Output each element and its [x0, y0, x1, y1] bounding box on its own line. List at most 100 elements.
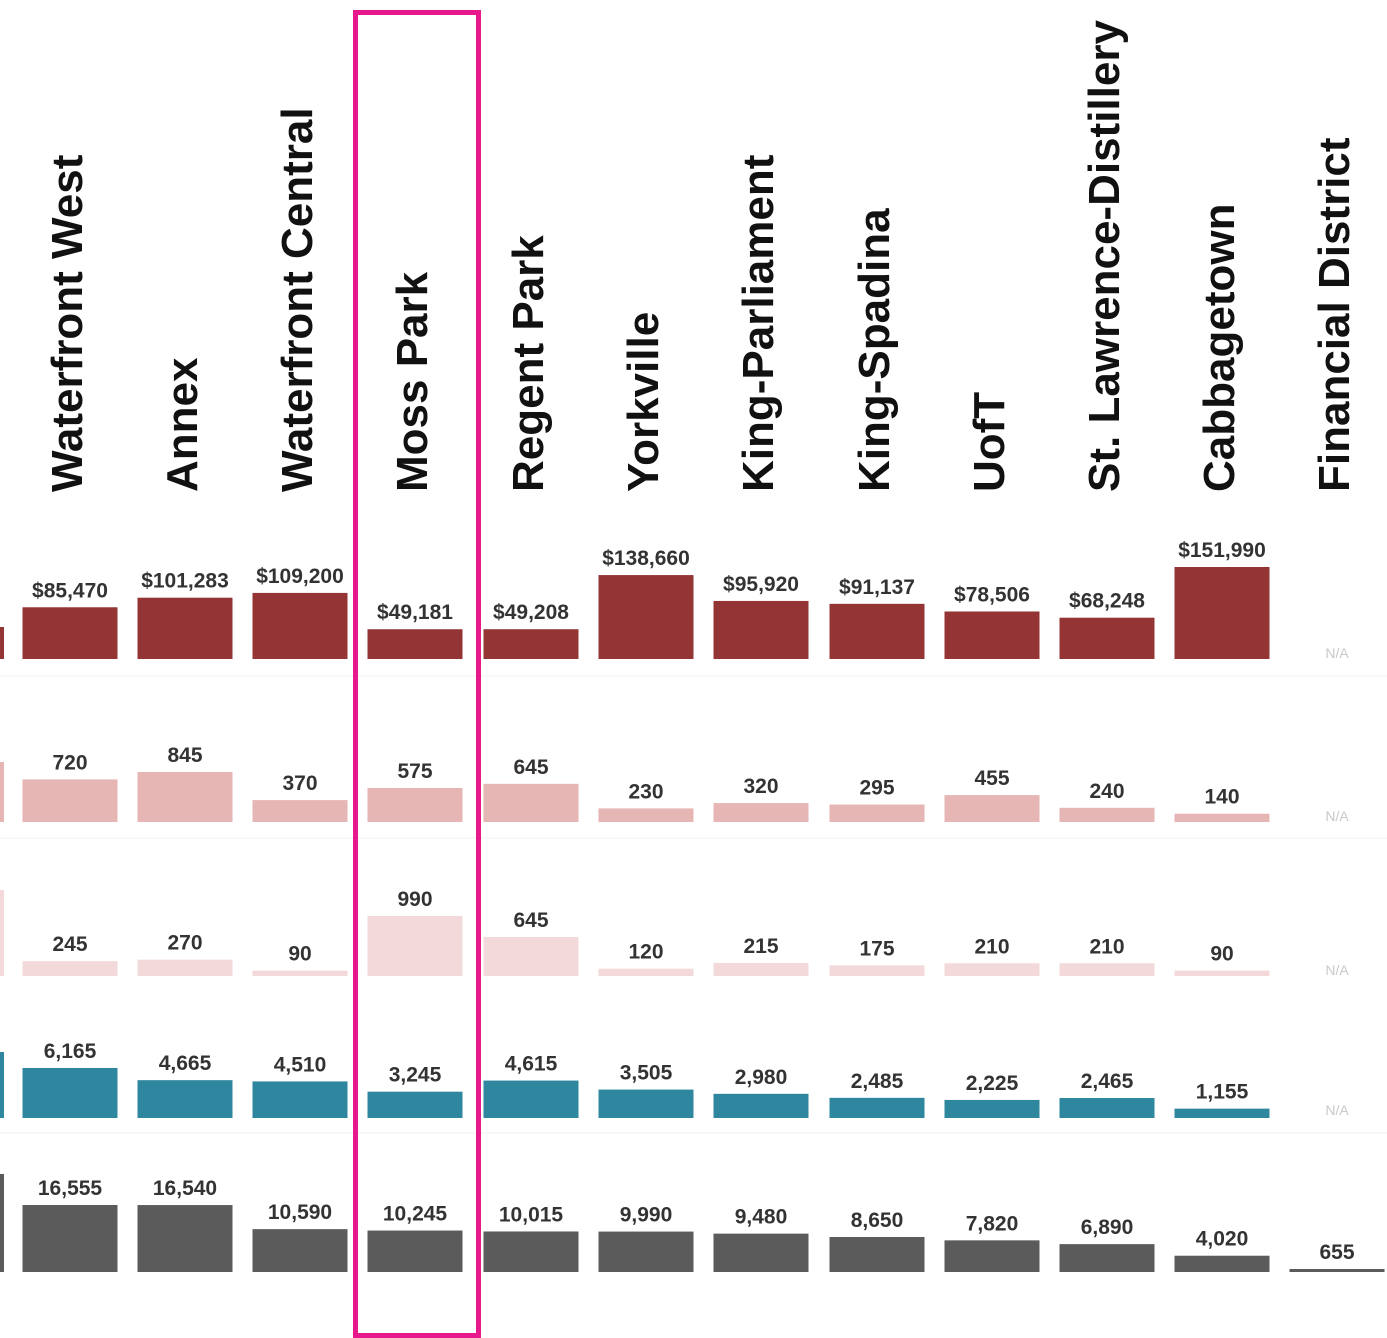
- bar: [252, 1229, 348, 1272]
- value-label: $91,137: [839, 576, 915, 599]
- value-label: 120: [628, 941, 663, 964]
- value-label: 140: [1204, 786, 1239, 809]
- value-label: 175: [859, 937, 894, 960]
- bar: [367, 787, 463, 822]
- bar: [1174, 1108, 1270, 1118]
- partial-bar: [0, 1174, 4, 1272]
- bar: [598, 575, 694, 659]
- bar: [367, 1091, 463, 1118]
- value-label: 645: [513, 756, 548, 779]
- value-label: 10,590: [268, 1201, 332, 1224]
- bar: [598, 968, 694, 976]
- value-label: 4,665: [159, 1052, 212, 1075]
- bar: [1059, 963, 1155, 976]
- value-label: 370: [282, 772, 317, 795]
- bar: [22, 961, 118, 976]
- na-label: N/A: [1325, 808, 1349, 824]
- bar: [713, 962, 809, 976]
- value-label: 210: [974, 935, 1009, 958]
- value-label: 4,615: [505, 1053, 558, 1076]
- bar: [598, 808, 694, 822]
- bar: [829, 965, 925, 976]
- bar: [713, 1093, 809, 1118]
- value-label: $49,181: [377, 601, 453, 624]
- bar: [367, 629, 463, 659]
- partial-bar: [0, 890, 4, 976]
- bar: [829, 603, 925, 659]
- value-label: 230: [628, 780, 663, 803]
- value-label: 270: [167, 932, 202, 955]
- bar: [598, 1231, 694, 1272]
- value-label: $85,470: [32, 579, 108, 602]
- value-label: 10,245: [383, 1203, 448, 1226]
- bar: [1174, 970, 1270, 976]
- value-label: 845: [167, 744, 202, 767]
- value-label: 90: [288, 943, 311, 966]
- bar: [1059, 1244, 1155, 1272]
- partial-bar: [0, 762, 4, 822]
- category-header: Moss Park: [388, 271, 437, 492]
- value-label: 90: [1210, 943, 1233, 966]
- bar: [483, 783, 579, 822]
- value-label: $49,208: [493, 601, 569, 624]
- value-label: 720: [52, 751, 87, 774]
- value-label: $78,506: [954, 583, 1030, 606]
- value-label: 215: [743, 935, 778, 958]
- bar: [483, 1231, 579, 1272]
- value-label: $68,248: [1069, 590, 1145, 613]
- category-header: Annex: [158, 357, 207, 492]
- na-label: N/A: [1325, 645, 1349, 661]
- value-label: 9,990: [620, 1204, 673, 1227]
- category-header: Financial District: [1310, 137, 1359, 492]
- bar: [1174, 813, 1270, 822]
- value-label: 2,485: [851, 1070, 904, 1093]
- value-label: 655: [1319, 1241, 1354, 1264]
- value-label: 245: [52, 933, 87, 956]
- value-label: $95,920: [723, 573, 799, 596]
- value-label: 9,480: [735, 1206, 788, 1229]
- value-label: 2,465: [1081, 1070, 1134, 1093]
- bar: [1174, 1255, 1270, 1272]
- category-header: King-Spadina: [850, 208, 899, 492]
- bar: [944, 963, 1040, 976]
- bar: [944, 611, 1040, 659]
- value-label: 3,245: [389, 1064, 442, 1087]
- value-label: 4,510: [274, 1053, 327, 1076]
- na-label: N/A: [1325, 1102, 1349, 1118]
- partial-bar: [0, 627, 4, 659]
- value-label: 2,225: [966, 1072, 1019, 1095]
- bar: [944, 1240, 1040, 1272]
- bar: [252, 592, 348, 659]
- category-header: Regent Park: [504, 235, 553, 492]
- bar: [367, 1230, 463, 1272]
- bar: [713, 1233, 809, 1272]
- value-label: 295: [859, 777, 894, 800]
- category-header: Waterfront West: [43, 154, 92, 492]
- bar: [713, 600, 809, 659]
- value-label: 10,015: [499, 1203, 564, 1226]
- value-label: 990: [397, 888, 432, 911]
- category-header: Cabbagetown: [1195, 203, 1244, 492]
- value-label: 645: [513, 909, 548, 932]
- value-label: 3,505: [620, 1062, 673, 1085]
- bar: [483, 629, 579, 659]
- value-label: 320: [743, 775, 778, 798]
- value-label: 1,155: [1196, 1081, 1249, 1104]
- bar: [1059, 807, 1155, 822]
- bar: [944, 795, 1040, 822]
- bar: [829, 804, 925, 822]
- bar: [22, 1205, 118, 1272]
- bar: [252, 970, 348, 976]
- value-label: $101,283: [141, 570, 229, 593]
- bar: [137, 1080, 233, 1118]
- value-label: $109,200: [256, 565, 344, 588]
- value-label: 6,165: [44, 1040, 97, 1063]
- value-label: 4,020: [1196, 1228, 1249, 1251]
- value-label: 6,890: [1081, 1216, 1134, 1239]
- row-dividers: [0, 675, 1387, 1134]
- value-label: $138,660: [602, 547, 690, 570]
- bar-group: [0, 567, 1385, 1272]
- bar: [22, 607, 118, 659]
- bar: [22, 779, 118, 822]
- bar: [137, 597, 233, 659]
